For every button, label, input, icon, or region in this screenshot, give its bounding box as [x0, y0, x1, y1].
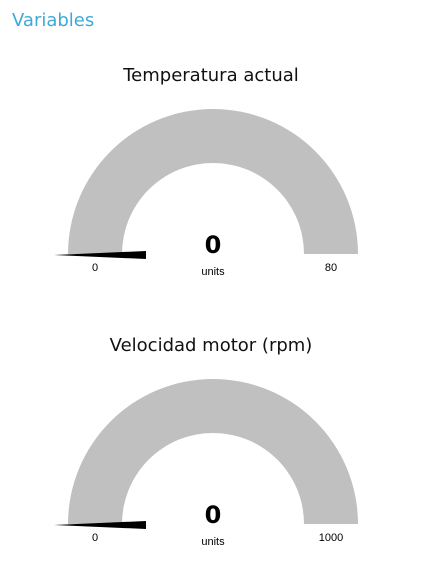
gauge-track [68, 109, 358, 254]
gauge-value: 0 [205, 231, 222, 259]
gauge-max-label: 1000 [319, 532, 343, 544]
gauge-dial: 0 units 0 1000 [54, 379, 358, 548]
gauge-needle [54, 251, 146, 259]
gauge-units: units [201, 536, 225, 548]
gauge-dial: 0 units 0 80 [54, 109, 358, 278]
section-title: Variables [12, 10, 95, 31]
gauge-temperature: Temperatura actual 0 units 0 80 [0, 64, 422, 294]
gauge-units: units [201, 266, 225, 278]
gauge-min-label: 0 [92, 532, 98, 544]
gauge-title: Velocidad motor (rpm) [109, 335, 313, 356]
gauge-title: Temperatura actual [123, 65, 299, 86]
gauge-min-label: 0 [92, 262, 98, 274]
gauge-track [68, 379, 358, 524]
gauge-needle [54, 521, 146, 529]
gauge-value: 0 [205, 501, 222, 529]
gauge-motor-speed: Velocidad motor (rpm) 0 units 0 1000 [0, 334, 422, 564]
gauge-max-label: 80 [325, 262, 337, 274]
